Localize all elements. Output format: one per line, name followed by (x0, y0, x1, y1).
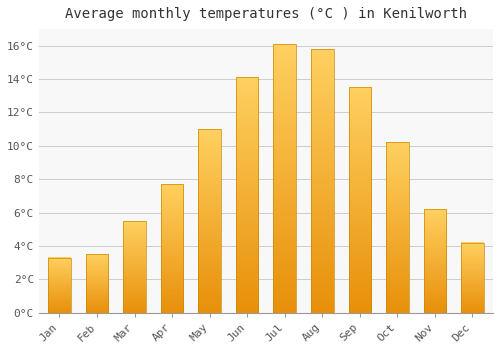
Bar (348, 88, 371, 313)
Bar (198, 129, 221, 313)
Bar (86, 254, 108, 313)
Bar (236, 77, 258, 313)
Bar (461, 243, 483, 313)
Bar (161, 184, 184, 313)
Title: Average monthly temperatures (°C ) in Kenilworth: Average monthly temperatures (°C ) in Ke… (65, 7, 467, 21)
Bar (274, 44, 296, 313)
Bar (48, 258, 70, 313)
Bar (311, 49, 334, 313)
Bar (424, 209, 446, 313)
Bar (124, 221, 146, 313)
Bar (386, 142, 408, 313)
